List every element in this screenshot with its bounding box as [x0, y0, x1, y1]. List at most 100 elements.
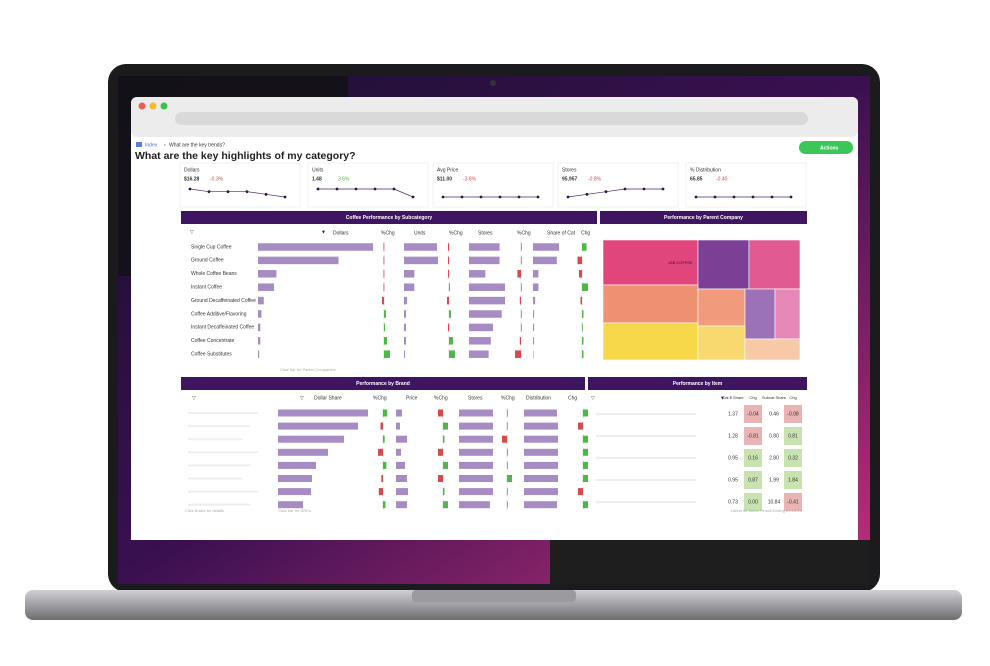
- bar[interactable]: [258, 310, 262, 318]
- bar[interactable]: [524, 501, 557, 509]
- bar[interactable]: [524, 409, 557, 417]
- bar[interactable]: [258, 270, 277, 278]
- bar[interactable]: [258, 243, 373, 251]
- row-label[interactable]: Ground Decaffeinated Coffee: [191, 298, 256, 304]
- bar[interactable]: [258, 350, 260, 358]
- row-label[interactable]: Single Cup Coffee: [191, 244, 232, 250]
- bar[interactable]: [533, 243, 559, 251]
- bar[interactable]: [404, 323, 407, 332]
- bar[interactable]: [459, 501, 490, 509]
- bar[interactable]: [258, 256, 339, 265]
- bar[interactable]: [404, 270, 415, 278]
- address-bar[interactable]: [175, 112, 808, 125]
- bar[interactable]: [278, 435, 344, 443]
- bar[interactable]: [469, 310, 502, 318]
- page-title: What are the key highlights of my catego…: [135, 150, 356, 162]
- bar[interactable]: [258, 283, 275, 291]
- row-label[interactable]: Ground Coffee: [191, 258, 224, 264]
- bar[interactable]: [396, 409, 402, 417]
- bar[interactable]: [469, 270, 486, 278]
- row-label[interactable]: Instant Decaffeinated Coffee: [191, 325, 254, 331]
- bar[interactable]: [396, 475, 407, 482]
- bar[interactable]: [404, 256, 438, 265]
- bar[interactable]: [396, 488, 408, 496]
- maximize-button[interactable]: [160, 102, 168, 110]
- bar[interactable]: [459, 448, 493, 456]
- treemap-block[interactable]: [697, 239, 750, 290]
- bar[interactable]: [404, 243, 437, 251]
- bar[interactable]: [459, 461, 493, 469]
- bar[interactable]: [396, 422, 400, 430]
- bar[interactable]: [278, 488, 311, 496]
- bar[interactable]: [396, 448, 401, 456]
- treemap-block[interactable]: [602, 284, 699, 324]
- bar[interactable]: [524, 461, 558, 469]
- bar[interactable]: [533, 296, 536, 305]
- bar[interactable]: [469, 243, 500, 251]
- row-label[interactable]: Coffee Concentrate: [191, 338, 234, 344]
- bar[interactable]: [533, 283, 539, 291]
- treemap-block[interactable]: [748, 239, 801, 290]
- treemap-block[interactable]: [774, 288, 801, 340]
- bar[interactable]: [396, 501, 407, 509]
- bar[interactable]: [404, 283, 415, 291]
- bar[interactable]: [524, 475, 558, 482]
- bar[interactable]: [469, 350, 489, 358]
- bar[interactable]: [396, 461, 405, 469]
- bar[interactable]: [258, 296, 264, 305]
- bar[interactable]: [533, 256, 557, 265]
- bar[interactable]: [459, 435, 493, 443]
- treemap-block[interactable]: [602, 322, 699, 361]
- bar[interactable]: [469, 256, 500, 265]
- bar[interactable]: [524, 488, 558, 496]
- bar[interactable]: [258, 337, 261, 345]
- row-label[interactable]: Instant Coffee: [191, 285, 222, 291]
- bar[interactable]: [404, 337, 407, 345]
- breadcrumb-home[interactable]: Index: [145, 142, 158, 148]
- row-label[interactable]: Whole Coffee Beans: [191, 271, 237, 277]
- bar[interactable]: [469, 337, 491, 345]
- bar[interactable]: [404, 350, 406, 358]
- panel-title: Performance by Item: [673, 381, 723, 387]
- bar[interactable]: [533, 350, 534, 358]
- row-label[interactable]: Coffee Substitutes: [191, 352, 232, 358]
- bar[interactable]: [278, 448, 328, 456]
- bar[interactable]: [469, 296, 505, 305]
- bar[interactable]: [404, 310, 407, 318]
- bar[interactable]: [459, 475, 493, 482]
- kpi-point: [642, 187, 646, 191]
- treemap-block[interactable]: [744, 288, 776, 340]
- bar[interactable]: [533, 310, 535, 318]
- change-bar: [382, 296, 384, 305]
- bar[interactable]: [278, 461, 316, 469]
- minimize-button[interactable]: [149, 102, 157, 110]
- kpi-value: $11.00: [437, 176, 452, 182]
- item-cell: 0.95: [728, 477, 738, 483]
- bar[interactable]: [278, 475, 312, 482]
- bar[interactable]: [258, 323, 261, 332]
- bar[interactable]: [533, 323, 535, 332]
- treemap-block[interactable]: [697, 325, 746, 361]
- treemap-block[interactable]: [744, 338, 801, 361]
- bar[interactable]: [524, 435, 558, 443]
- bar[interactable]: [278, 501, 303, 509]
- bar[interactable]: [396, 435, 407, 443]
- bar[interactable]: [459, 422, 493, 430]
- bar[interactable]: [404, 296, 408, 305]
- bar[interactable]: [459, 488, 493, 496]
- bar[interactable]: [278, 409, 368, 417]
- row-label[interactable]: Coffee Additive/Flavoring: [191, 311, 247, 317]
- bar[interactable]: [524, 448, 558, 456]
- bar[interactable]: [533, 270, 539, 278]
- bar[interactable]: [459, 409, 493, 417]
- bar[interactable]: [469, 283, 505, 291]
- bar[interactable]: [278, 422, 358, 430]
- bar[interactable]: [469, 323, 493, 332]
- actions-label[interactable]: Actions: [820, 145, 839, 151]
- filter-icon: ▽: [300, 395, 304, 401]
- bar[interactable]: [533, 337, 535, 345]
- actions-button[interactable]: [799, 141, 853, 154]
- bar[interactable]: [524, 422, 558, 430]
- treemap-block[interactable]: [697, 288, 746, 327]
- close-button[interactable]: [138, 102, 146, 110]
